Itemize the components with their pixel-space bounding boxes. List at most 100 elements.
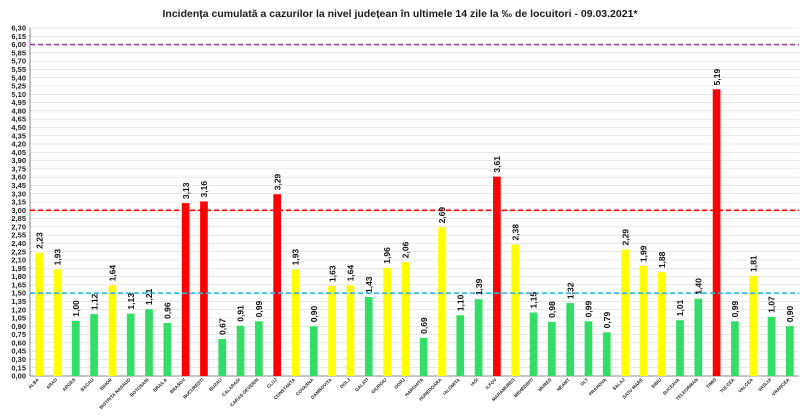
data-label: 0,69 (419, 317, 429, 334)
x-tick-label: VRANCEA (771, 377, 791, 397)
data-label: 3,16 (199, 181, 209, 198)
bar (181, 203, 190, 376)
bar (639, 266, 648, 376)
x-tick-label: ARGES (61, 377, 76, 392)
x-tick-label: BRASOV (169, 377, 187, 395)
bar (547, 321, 556, 376)
y-tick-label: 1,80 (11, 272, 26, 281)
data-label: 1,12 (89, 293, 99, 310)
bar (383, 267, 391, 376)
y-tick-label: 1,35 (11, 297, 26, 306)
bar (657, 272, 666, 376)
data-label: 0,98 (547, 301, 557, 318)
bar (529, 312, 538, 376)
y-tick-label: 1,50 (11, 289, 26, 298)
y-tick-label: 0,00 (11, 372, 26, 381)
bar (291, 269, 300, 376)
y-tick-label: 3,00 (11, 206, 26, 215)
y-tick-label: 0,45 (11, 347, 26, 356)
bar (419, 337, 428, 376)
x-tick-label: GALATI (354, 377, 369, 392)
y-tick-label: 6,00 (11, 40, 26, 49)
reference-lines (30, 43, 799, 294)
bar (401, 262, 410, 376)
bar (309, 326, 318, 376)
x-tick-label: MURES (537, 377, 552, 392)
bar (53, 269, 62, 376)
bar (145, 309, 153, 376)
y-tick-label: 1,95 (11, 264, 26, 273)
data-label: 1,43 (364, 276, 374, 293)
x-tick-label: ARAD (45, 377, 58, 390)
y-tick-label: 4,20 (11, 140, 26, 149)
y-tick-label: 4,95 (11, 98, 26, 107)
bar (71, 320, 80, 376)
chart-title: Incidența cumulată a cazurilor la nivel … (163, 8, 639, 20)
x-tick-label: CLUJ (266, 377, 278, 389)
bar (200, 201, 208, 376)
bars (35, 89, 794, 377)
bar (236, 325, 245, 376)
y-tick-label: 3,60 (11, 173, 26, 182)
y-tick-label: 6,15 (11, 32, 26, 41)
x-tick-label: BRAILA (152, 377, 168, 393)
y-tick-label: 4,65 (11, 115, 26, 124)
y-tick-label: 4,50 (11, 123, 26, 132)
y-tick-label: 0,15 (11, 363, 26, 372)
x-tick-label: SALAJ (612, 377, 626, 391)
x-tick-label: BUZAU (208, 377, 223, 392)
bar (676, 320, 684, 376)
data-label: 3,13 (181, 182, 191, 199)
data-label: 1,81 (748, 255, 758, 272)
data-label: 0,90 (309, 305, 319, 322)
x-tick-label: BACAU (80, 377, 96, 393)
data-label: 0,99 (254, 300, 264, 317)
x-tick-label: BIHOR (99, 377, 113, 391)
x-tick-label: TULCEA (719, 377, 736, 394)
bar (566, 303, 574, 376)
data-label: 0,67 (217, 318, 227, 335)
gridlines (30, 27, 799, 369)
data-label: 1,88 (657, 251, 667, 268)
data-label: 3,61 (492, 156, 502, 173)
data-label: 0,91 (236, 305, 246, 322)
y-tick-label: 0,90 (11, 322, 26, 331)
data-label: 1,64 (346, 265, 356, 282)
x-tick-label: PRAHOVA (588, 377, 608, 397)
data-label: 1,96 (382, 247, 392, 264)
x-tick-label: DOLJ (339, 377, 352, 390)
data-label: 1,99 (639, 245, 649, 262)
data-label: 1,32 (565, 282, 575, 299)
y-tick-label: 4,05 (11, 148, 26, 157)
x-tick-label: VALCEA (737, 377, 754, 394)
data-label: 1,00 (71, 300, 81, 317)
data-label: 1,39 (474, 278, 484, 295)
y-tick-label: 2,70 (11, 222, 26, 231)
y-tick-label: 0,75 (11, 330, 26, 339)
data-label: 1,64 (108, 265, 118, 282)
x-tick-label: BOTOSANI (129, 377, 150, 398)
bar (474, 299, 483, 376)
y-axis: 0,000,150,300,450,600,750,901,051,201,35… (11, 24, 799, 381)
data-label: 0,96 (163, 302, 173, 319)
data-labels: 2,23 1,93 1,00 1,12 1,64 1,13 1,21 0,96 3,13 3,16… (34, 68, 795, 334)
bar (602, 332, 611, 376)
y-tick-label: 5,25 (11, 82, 26, 91)
data-label: 0,99 (730, 300, 740, 317)
x-tick-label: TIMIS (705, 377, 717, 389)
data-label: 2,38 (510, 224, 520, 241)
bar (749, 276, 758, 376)
data-label: 0,99 (584, 300, 594, 317)
bar (456, 315, 465, 376)
y-tick-label: 2,55 (11, 231, 26, 240)
bar (493, 176, 501, 376)
data-label: 2,69 (437, 207, 447, 224)
y-tick-label: 2,25 (11, 247, 26, 256)
data-label: 2,29 (620, 229, 630, 246)
y-tick-label: 4,80 (11, 106, 26, 115)
bar (511, 244, 520, 376)
x-tick-label: IALOMITA (442, 377, 461, 396)
data-label: 1,63 (327, 265, 337, 282)
bar (126, 313, 135, 376)
